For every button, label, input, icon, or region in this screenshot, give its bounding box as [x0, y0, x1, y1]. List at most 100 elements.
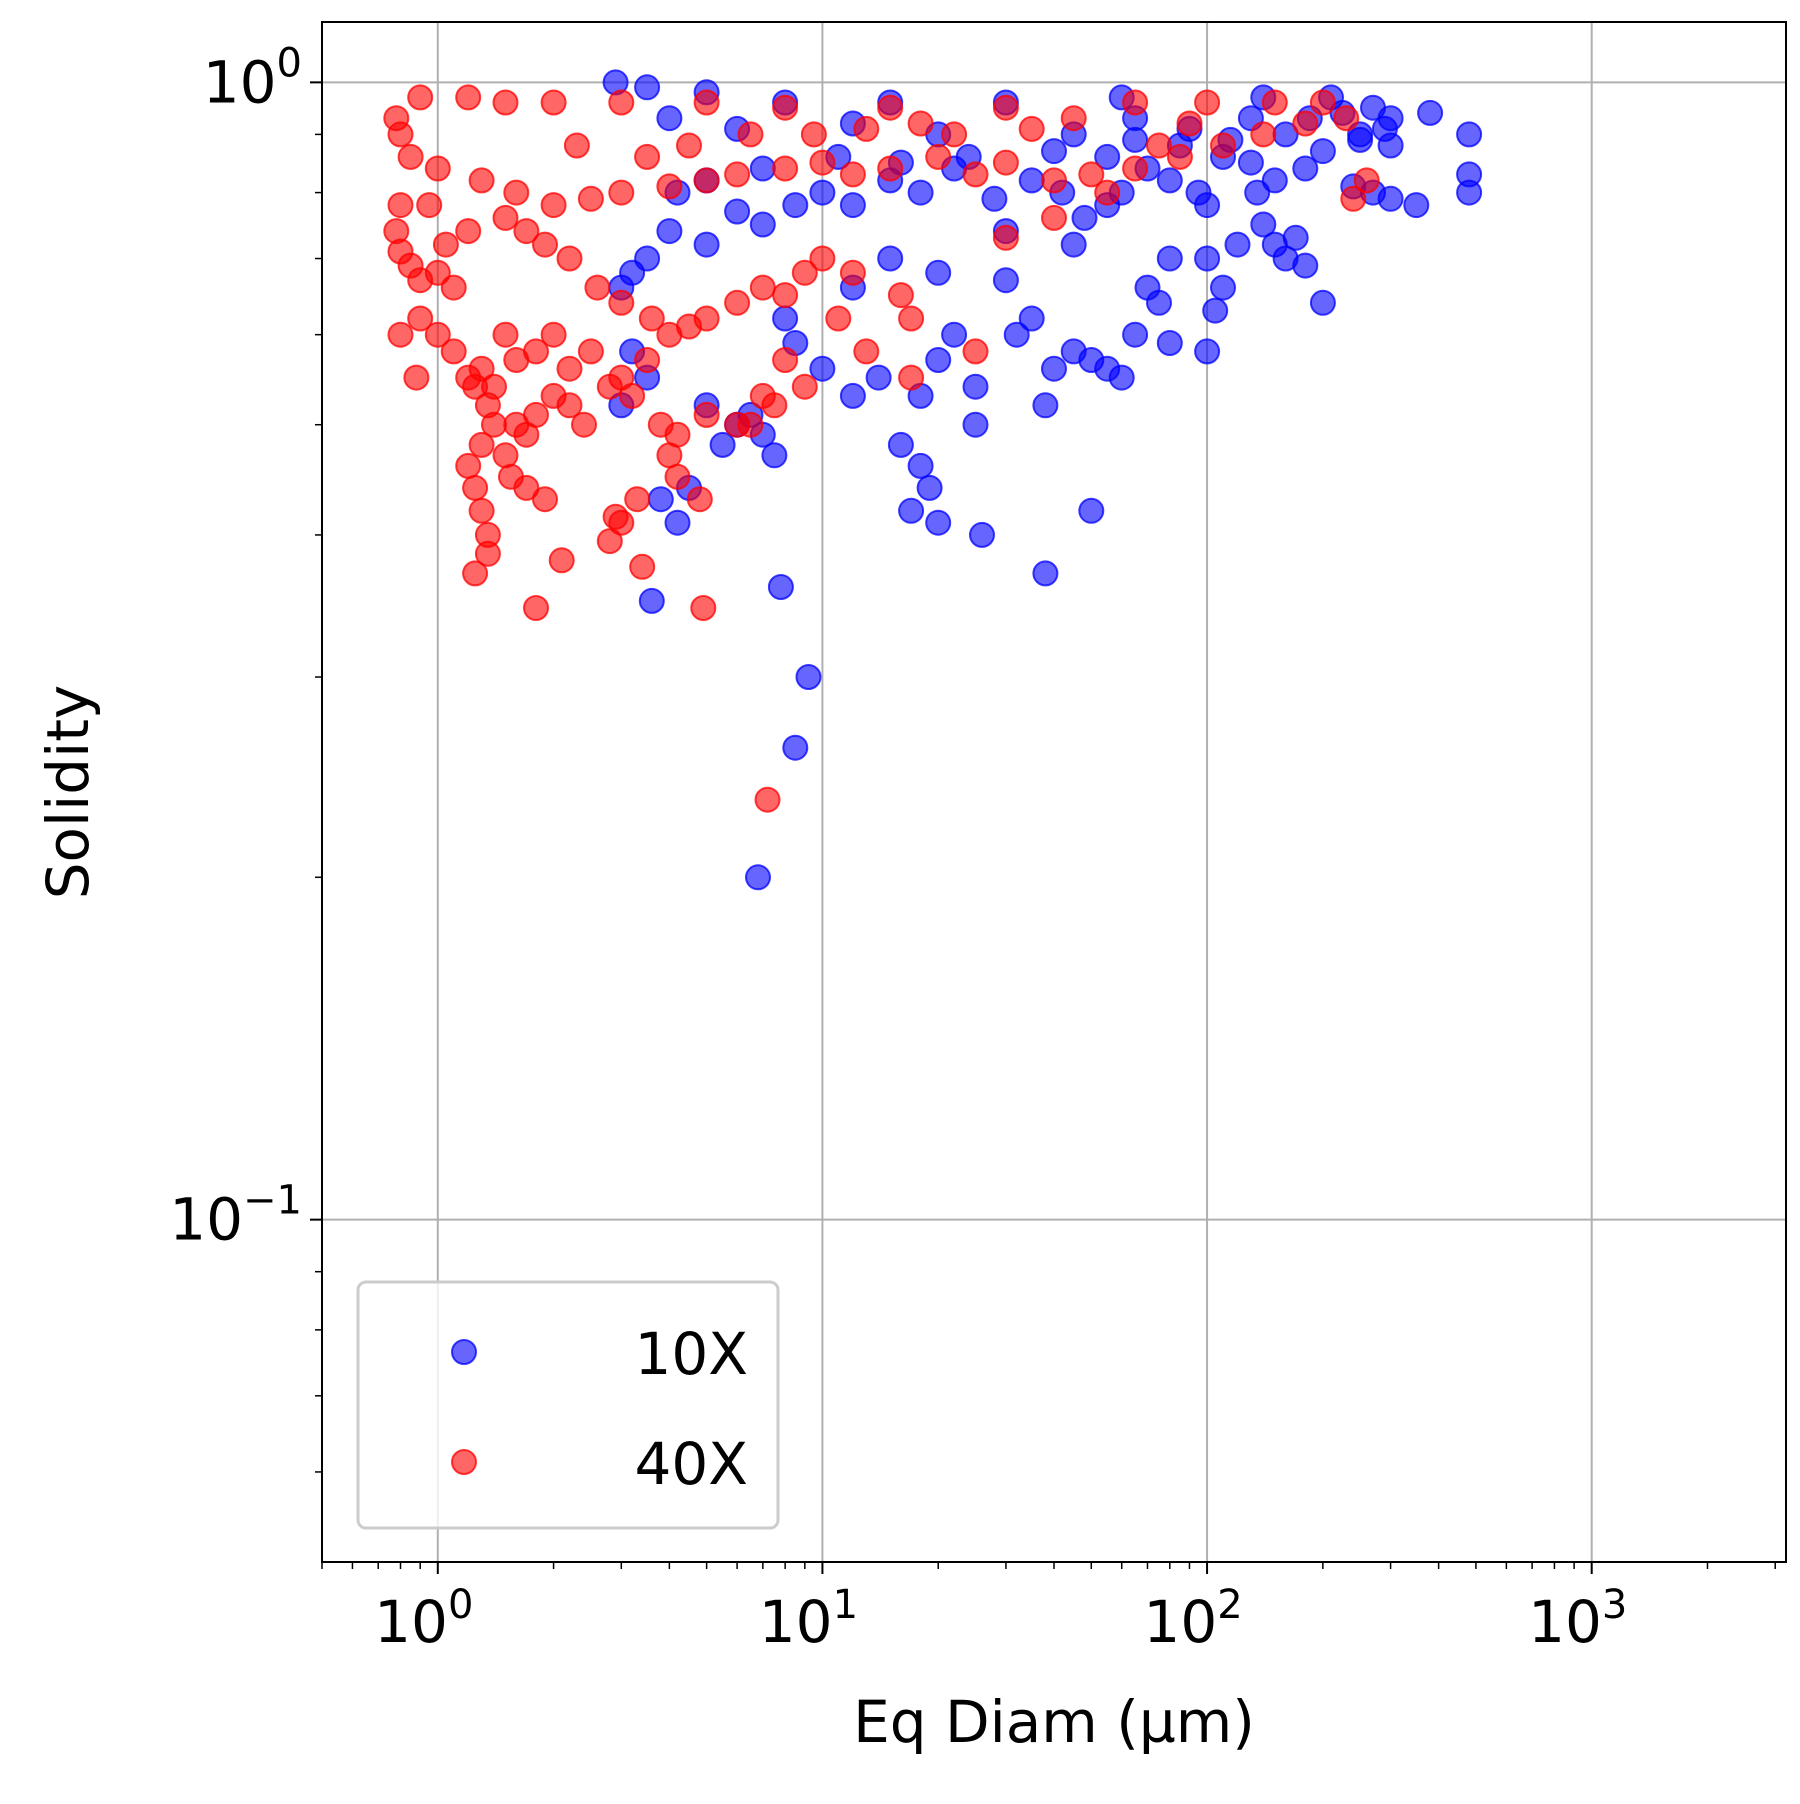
data-point [1292, 252, 1319, 279]
data-point [992, 94, 1019, 121]
data-point [724, 161, 751, 188]
data-point [513, 474, 540, 501]
data-point [503, 179, 530, 206]
data-point [602, 503, 629, 530]
data-point [1134, 274, 1161, 301]
data-point [749, 274, 776, 301]
data-point [1309, 289, 1336, 316]
data-point [941, 121, 968, 148]
data-point [839, 382, 866, 409]
data-point [397, 143, 424, 170]
data-point [624, 486, 651, 513]
data-point [907, 110, 934, 137]
data-point [1122, 155, 1149, 182]
data-point [907, 179, 934, 206]
data-point [916, 474, 943, 501]
data-point [462, 560, 489, 587]
data-point [629, 553, 656, 580]
data-point [1261, 167, 1288, 194]
legend-marker-10x [451, 1339, 477, 1365]
data-point [962, 373, 989, 400]
data-point [839, 161, 866, 188]
data-point [1353, 167, 1380, 194]
data-point [782, 192, 809, 219]
data-point [1156, 245, 1183, 272]
data-point [761, 392, 788, 419]
data-point [634, 143, 661, 170]
data-point [1166, 143, 1193, 170]
data-point [772, 94, 799, 121]
data-point [1250, 211, 1277, 238]
data-point [791, 373, 818, 400]
data-point [853, 115, 880, 142]
data-point [877, 245, 904, 272]
data-point [693, 401, 720, 428]
data-point [809, 179, 836, 206]
data-point [981, 185, 1008, 212]
data-point [907, 452, 934, 479]
data-point [693, 167, 720, 194]
data-point [1032, 560, 1059, 587]
data-point [898, 364, 925, 391]
data-point [556, 355, 583, 382]
data-point [925, 259, 952, 286]
data-point [492, 89, 519, 116]
data-point [540, 89, 567, 116]
data-point [877, 94, 904, 121]
data-point [523, 595, 549, 621]
data-point [455, 84, 482, 111]
data-point [1060, 231, 1087, 258]
data-point [492, 204, 519, 231]
y-tick-label: 10−1 [169, 1178, 302, 1254]
y-tick-label: 100 [203, 40, 302, 116]
data-point [1371, 115, 1398, 142]
data-point [523, 338, 549, 365]
data-point [1237, 149, 1264, 176]
x-tick-label: 101 [759, 1582, 858, 1656]
data-point [513, 218, 540, 245]
data-point [468, 497, 495, 524]
data-point [1094, 179, 1121, 206]
x-tick-label: 100 [374, 1582, 473, 1656]
data-point [455, 218, 482, 245]
data-point [693, 89, 720, 116]
data-point [664, 509, 691, 536]
data-point [686, 486, 713, 513]
data-point [809, 355, 836, 382]
data-point [403, 364, 430, 391]
data-point [749, 211, 776, 238]
data-point [440, 338, 467, 365]
data-point [383, 105, 410, 132]
data-point [596, 528, 623, 555]
data-point [596, 373, 623, 400]
data-point [492, 321, 519, 348]
data-point [1156, 167, 1183, 194]
data-point [1003, 321, 1030, 348]
data-point [387, 192, 414, 219]
data-point [898, 497, 925, 524]
data-point [898, 305, 925, 332]
data-point [941, 321, 968, 348]
data-point [1403, 192, 1430, 219]
data-point [1146, 132, 1172, 159]
x-tick-label: 102 [1143, 1582, 1242, 1656]
legend-marker-40x [451, 1449, 477, 1475]
data-point [532, 486, 558, 513]
data-point [556, 392, 583, 419]
data-point [407, 84, 434, 111]
data-point [455, 452, 482, 479]
legend-label-10x: 10X [634, 1320, 748, 1388]
data-point [1032, 392, 1059, 419]
data-point [969, 521, 995, 548]
data-point [795, 664, 822, 690]
data-point [1094, 143, 1121, 170]
data-point [1041, 138, 1067, 165]
data-point [440, 274, 467, 301]
data-point [1018, 115, 1045, 142]
data-point [1261, 89, 1288, 116]
data-point [407, 305, 434, 332]
data-point [1122, 126, 1149, 153]
data-point [1309, 89, 1336, 116]
data-point [638, 305, 665, 332]
